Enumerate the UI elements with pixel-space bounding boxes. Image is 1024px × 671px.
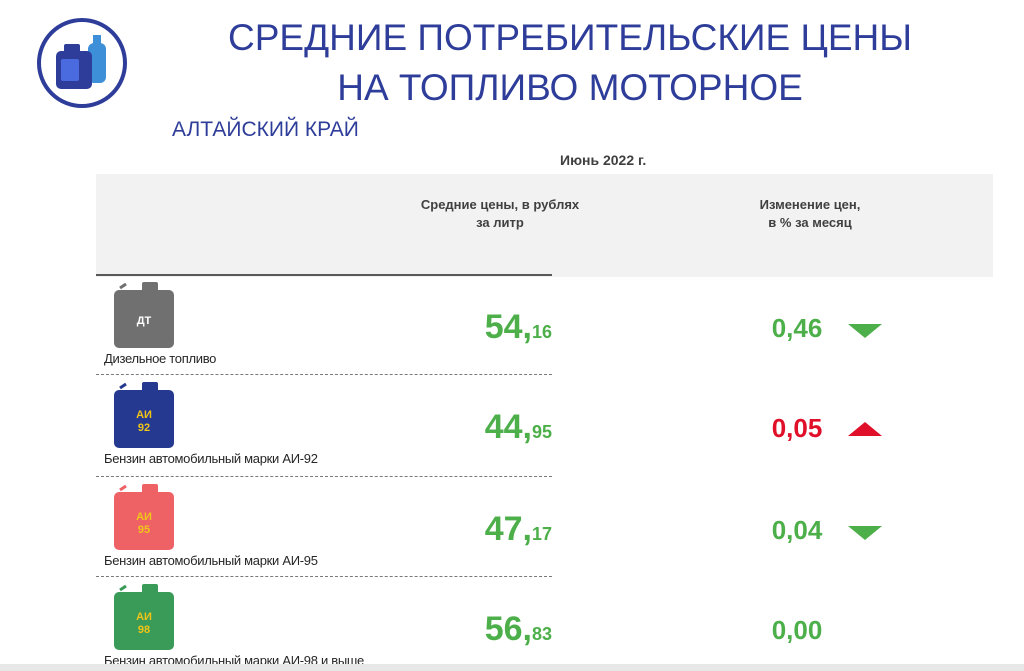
price-decimal: 17: [531, 524, 552, 544]
price-integer: 56,: [484, 610, 532, 648]
fuel-canister-icon: АИ 95: [114, 484, 174, 550]
arrow-down-icon: [848, 324, 882, 338]
change-header-line-1: Изменение цен,: [759, 197, 861, 212]
page-footer-bar: [0, 664, 1024, 671]
fuel-name: Бензин автомобильный марки АИ-95: [104, 553, 318, 568]
price-decimal: 16: [531, 322, 552, 342]
fuel-canister-icon: ДТ: [114, 282, 174, 348]
canister-label-1: АИ: [136, 409, 152, 421]
row-divider: [96, 374, 552, 375]
period-label: Июнь 2022 г.: [560, 152, 647, 168]
price-change-value: 0,04: [771, 515, 823, 545]
canister-label-2: 98: [138, 624, 150, 636]
canister-label-1: АИ: [136, 511, 152, 523]
price-value: 44,95: [485, 408, 552, 447]
price-value: 54,16: [485, 308, 552, 347]
price-integer: 44,: [484, 408, 532, 446]
price-value: 56,83: [485, 610, 552, 649]
change-header-line-2: в % за месяц: [768, 215, 852, 230]
canister-label-1: ДТ: [137, 315, 152, 327]
price-change-value: 0,05: [771, 413, 823, 443]
fuel-canister-icon: АИ 98: [114, 584, 174, 650]
fuel-canister-icon: АИ 92: [114, 382, 174, 448]
header-divider: [96, 274, 552, 276]
price-integer: 54,: [484, 308, 532, 346]
canister-label-2: 92: [138, 422, 150, 434]
price-change-value: 0,00: [771, 615, 823, 645]
price-decimal: 95: [531, 422, 552, 442]
price-integer: 47,: [484, 510, 532, 548]
fuel-canister-logo-icon: [37, 18, 127, 108]
price-change-value: 0,46: [771, 313, 823, 343]
fuel-name: Дизельное топливо: [104, 351, 217, 366]
price-decimal: 83: [531, 624, 552, 644]
fuel-name: Бензин автомобильный марки АИ-92: [104, 451, 318, 466]
change-column-header: Изменение цен, в % за месяц: [712, 196, 908, 232]
page-title-line-1: СРЕДНИЕ ПОТРЕБИТЕЛЬСКИЕ ЦЕНЫ: [228, 17, 912, 58]
arrow-up-icon: [848, 422, 882, 436]
table-header: [96, 174, 993, 277]
row-divider: [96, 476, 552, 477]
page-title-line-2: НА ТОПЛИВО МОТОРНОЕ: [337, 67, 803, 108]
price-value: 47,17: [485, 510, 552, 549]
arrow-down-icon: [848, 526, 882, 540]
row-divider: [96, 576, 552, 577]
canister-label-1: АИ: [136, 611, 152, 623]
canister-label-2: 95: [138, 524, 150, 536]
region-label: АЛТАЙСКИЙ КРАЙ: [172, 118, 359, 141]
price-header-line-2: за литр: [476, 215, 524, 230]
price-header-line-1: Средние цены, в рублях: [420, 197, 580, 212]
price-column-header: Средние цены, в рублях за литр: [400, 196, 600, 232]
